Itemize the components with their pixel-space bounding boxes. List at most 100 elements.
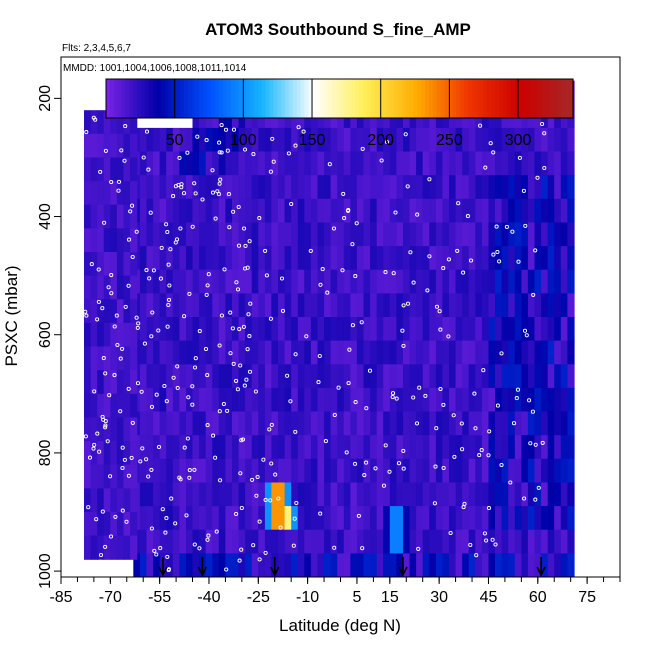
heatmap-cell [297,411,305,436]
sample-point [151,268,156,273]
heatmap-cell [403,482,411,507]
heatmap-cell [146,482,154,507]
heatmap-cell [172,246,180,271]
heatmap-cell [278,293,286,318]
heatmap-cell [370,529,378,554]
heatmap-cell [514,435,522,460]
sample-point [173,184,178,189]
sample-point [468,542,473,547]
heatmap-cell [317,269,325,294]
heatmap-cell [449,506,457,531]
sample-point [197,546,202,551]
heatmap-cell [291,387,299,413]
colorbar-segment [471,79,477,118]
heatmap-cell [541,246,549,271]
heatmap-cell [468,553,476,577]
heatmap-cell [350,222,358,247]
colorbar-segment [569,79,574,118]
heatmap-cell [251,151,259,176]
heatmap-cell [350,529,358,554]
heatmap-cell [560,387,568,413]
colorbar-segment [226,79,232,118]
sample-point [522,496,527,501]
heatmap-cell [429,317,437,342]
heatmap-cell [481,340,490,365]
heatmap-cell [212,506,220,531]
sample-point [268,498,273,503]
sample-point [403,132,408,137]
heatmap-cell [337,458,345,483]
heatmap-cell [153,222,161,247]
heatmap-cell [166,529,174,554]
heatmap-cell [186,506,194,531]
heatmap-cell [103,181,111,206]
sample-point [488,141,493,146]
heatmap-cell [205,553,213,577]
colorbar-segment [296,79,302,118]
heatmap-cell [370,175,378,200]
heatmap-cell [337,387,345,413]
heatmap-cell [547,222,555,247]
heatmap-cell [495,127,503,153]
sample-point [195,134,200,139]
heatmap-cell [422,175,430,200]
heatmap-cell [172,435,180,460]
heatmap-cell [389,411,397,436]
heatmap-cell [481,151,490,176]
heatmap-cell [103,252,111,277]
heatmap-cell [116,535,125,560]
sample-point [331,226,337,231]
heatmap-cell [508,151,516,176]
heatmap-cell [278,175,286,200]
x-tick-label: -70 [99,589,122,606]
heatmap-cell [172,293,180,318]
sample-point [217,140,222,145]
heatmap-cell [218,387,226,413]
heatmap-cell [455,458,463,483]
heatmap-cell [284,175,292,200]
x-tick-label: 75 [578,589,596,606]
heatmap-cell [139,151,148,176]
heatmap-cell [429,553,437,577]
heatmap-cell [84,488,92,513]
heatmap-cell [291,175,299,200]
heatmap-cell [383,198,391,223]
heatmap-cell [442,151,450,176]
heatmap-cell [238,317,246,342]
heatmap-cell [514,458,522,483]
heatmap-cell [514,364,522,389]
heatmap-cell [205,222,213,247]
sample-point [238,363,243,368]
heatmap-cell [251,340,259,365]
heatmap-cell [508,127,516,153]
sample-point [296,125,301,130]
heatmap-cell [264,529,273,554]
heatmap-cell [389,198,397,223]
heatmap-cell [449,364,457,389]
heatmap-cell [90,110,98,135]
heatmap-cell [317,127,325,153]
heatmap-cell [103,535,111,560]
heatmap-cell [172,411,180,436]
heatmap-cell [90,393,98,418]
heatmap-cell [409,482,417,507]
heatmap-cell [310,435,319,460]
heatmap-cell [110,488,118,513]
heatmap-cell [225,411,233,436]
heatmap-cell [139,529,148,554]
sample-point [134,315,139,320]
heatmap-cell [186,175,194,200]
heatmap-cell [455,340,463,365]
flight-arrows [158,557,546,577]
heatmap-cell [429,435,437,460]
colorbar-segment [475,79,481,118]
colorbar-segment [448,79,453,118]
colorbar-segment [257,79,263,118]
sample-point [268,316,273,321]
heatmap-cell [297,151,305,176]
heatmap-cell [363,482,371,507]
heatmap-cell [403,293,411,318]
heatmap-cell [422,411,430,436]
heatmap-cell [232,317,240,342]
heatmap-cell [291,364,299,389]
